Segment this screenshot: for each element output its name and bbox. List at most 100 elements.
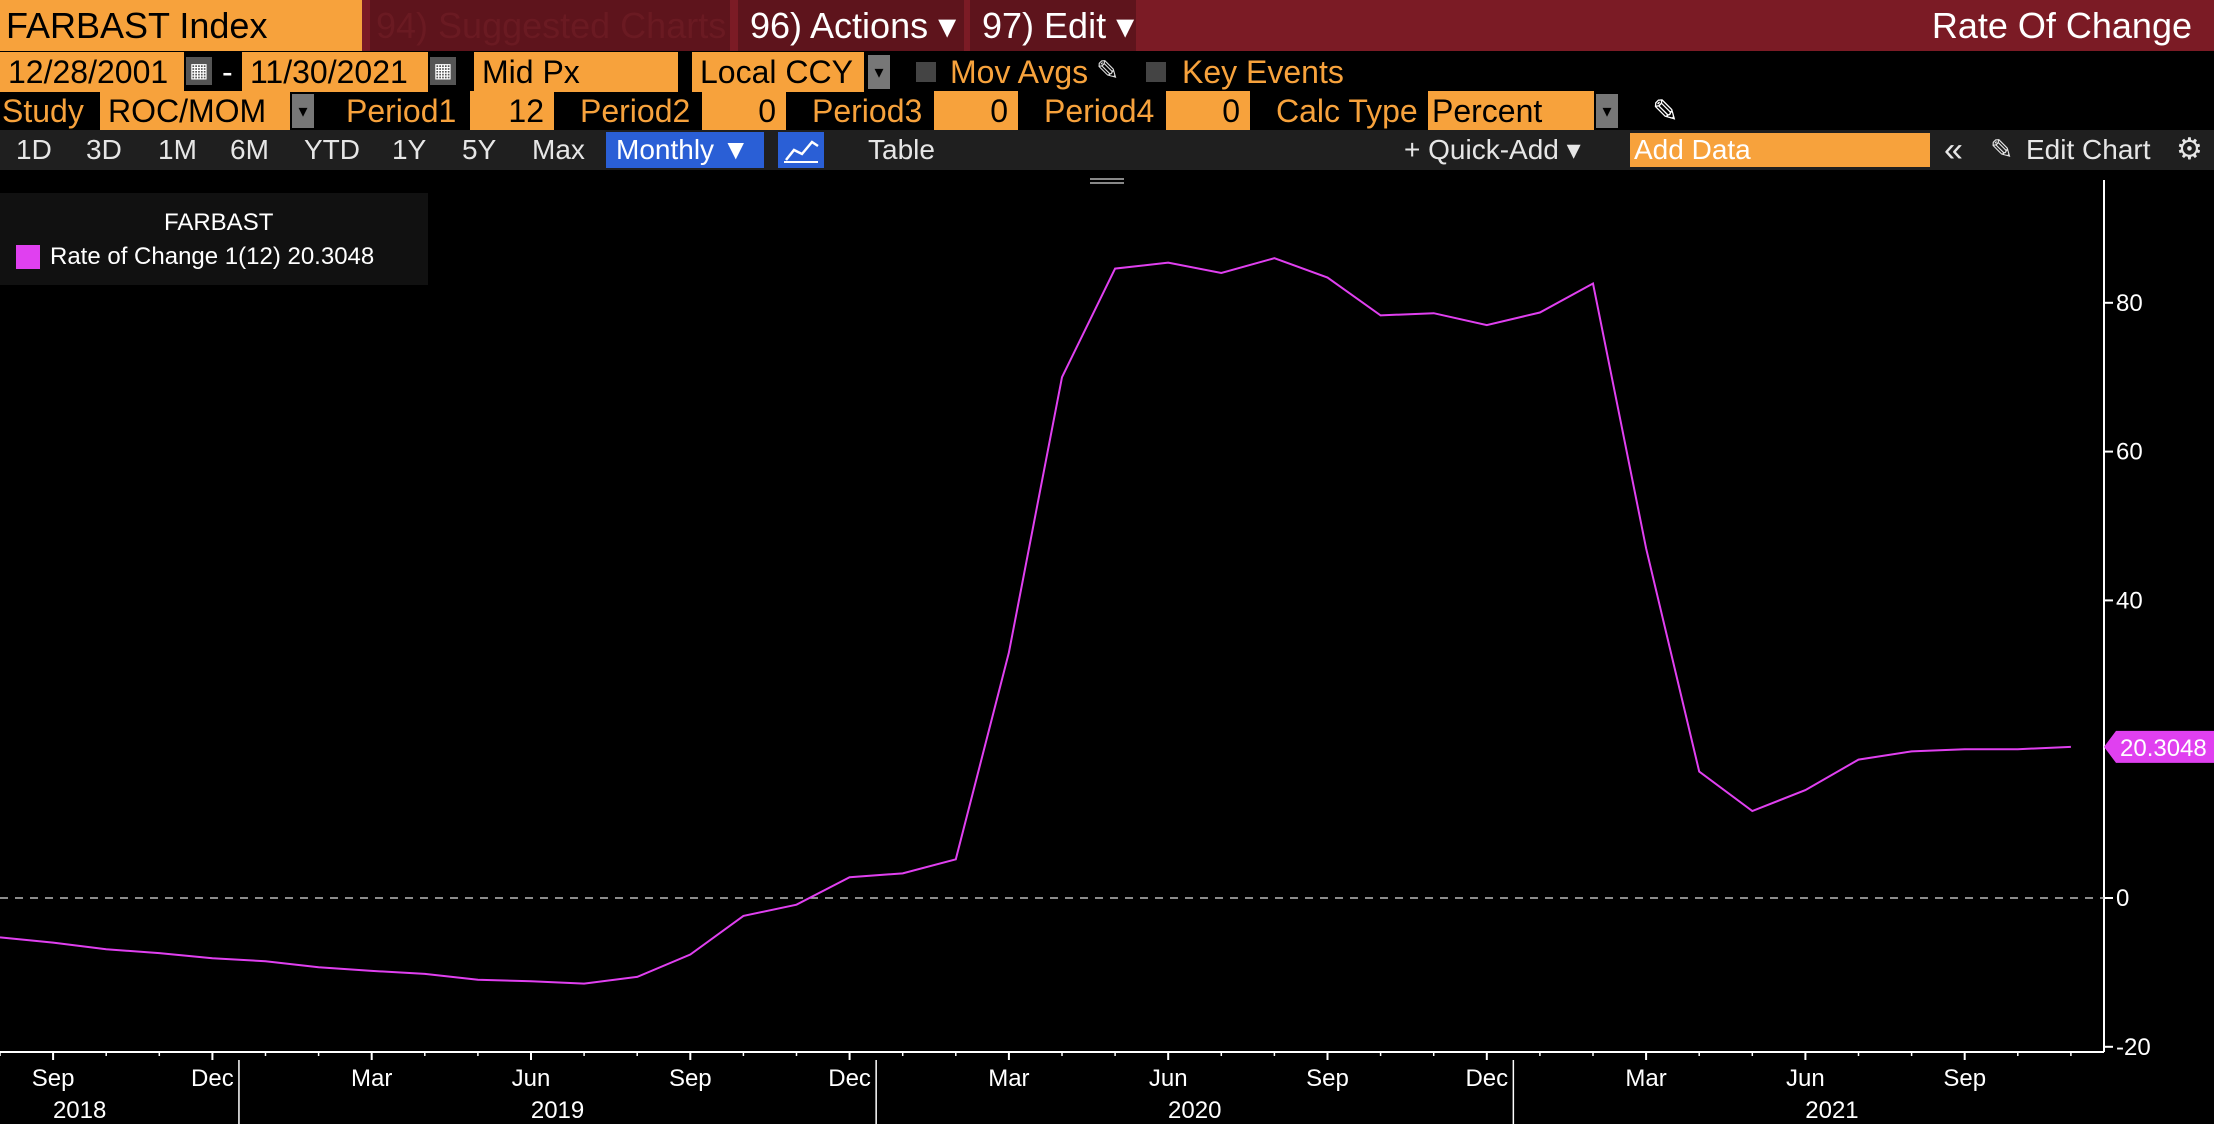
legend-swatch [16, 245, 40, 269]
data-point [741, 914, 745, 918]
pencil-icon[interactable]: ✎ [1990, 134, 2014, 165]
data-point [2069, 745, 2073, 749]
chevron-down-icon[interactable]: ▾ [1596, 94, 1618, 128]
data-point [582, 982, 586, 986]
range-max-button[interactable]: Max [532, 134, 585, 165]
data-point [0, 935, 2, 939]
period1-input[interactable]: 12 [470, 91, 554, 131]
collapse-icon[interactable]: « [1944, 131, 1963, 169]
range-1m-button[interactable]: 1M [158, 134, 197, 165]
data-point [370, 969, 374, 973]
x-tick-label: Jun [512, 1065, 551, 1092]
data-point [2016, 747, 2020, 751]
chevron-down-icon[interactable]: ▾ [292, 94, 314, 128]
key-events-checkbox[interactable] [1146, 62, 1166, 82]
x-year-label: 2019 [531, 1097, 584, 1124]
last-value-label: 20.3048 [2104, 730, 2214, 763]
legend-title: FARBAST [164, 209, 274, 236]
range-5y-button[interactable]: 5Y [462, 134, 497, 165]
edit-menu[interactable]: 97) Edit ▾ [970, 0, 1136, 51]
start-date-field[interactable]: 12/28/2001 [0, 52, 184, 92]
range-ytd-button[interactable]: YTD [304, 134, 360, 165]
study-select[interactable]: ROC/MOM [100, 91, 290, 131]
pencil-icon[interactable]: ✎ [1652, 93, 1679, 129]
data-point [51, 941, 55, 945]
top-toolbar: FARBAST Index 94) Suggested Charts 96) A… [0, 0, 2214, 51]
y-tick-label: -20 [2116, 1034, 2151, 1061]
add-data-input[interactable]: Add Data [1630, 133, 1930, 167]
actions-menu[interactable]: 96) Actions ▾ [738, 0, 964, 51]
period2-input[interactable]: 0 [702, 91, 786, 131]
x-year-label: 2020 [1168, 1097, 1221, 1124]
calc-type-select[interactable]: Percent [1428, 91, 1594, 131]
period3-label: Period3 [812, 93, 923, 129]
data-point [954, 857, 958, 861]
chart-legend: FARBAST Rate of Change 1(12) 20.3048 [0, 193, 428, 285]
data-point [1007, 650, 1011, 654]
range-1y-button[interactable]: 1Y [392, 134, 427, 165]
gear-icon[interactable]: ⚙ [2176, 133, 2203, 166]
data-point [1166, 261, 1170, 265]
pane-splitter-handle[interactable] [1090, 178, 1124, 184]
last-value-tag [2104, 730, 2214, 763]
data-point [1963, 747, 1967, 751]
data-point [688, 953, 692, 957]
table-button[interactable]: Table [868, 134, 935, 165]
data-point [423, 972, 427, 976]
frequency-select[interactable]: Monthly ▼ [606, 132, 764, 168]
data-point [317, 965, 321, 969]
mov-avgs-checkbox[interactable] [916, 62, 936, 82]
chevron-down-icon[interactable]: ▾ [868, 55, 890, 89]
data-point [1432, 311, 1436, 315]
x-tick-label: Jun [1786, 1065, 1825, 1092]
data-point [104, 947, 108, 951]
x-ticks: Sep Dec Mar Jun Sep Dec Mar Jun Sep Dec Mar Jun Sep 2… [0, 1052, 2072, 1124]
data-point [901, 871, 905, 875]
series-points [0, 256, 2073, 985]
x-tick-label: Mar [1625, 1065, 1666, 1092]
legend-series-label[interactable]: Rate of Change 1(12) 20.3048 [50, 243, 375, 270]
pencil-icon[interactable]: ✎ [1096, 55, 1120, 86]
data-point [1379, 313, 1383, 317]
range-3d-button[interactable]: 3D [86, 134, 122, 165]
calc-type-label: Calc Type [1276, 93, 1418, 129]
price-field-select[interactable]: Mid Px [474, 52, 678, 92]
period4-input[interactable]: 0 [1166, 91, 1250, 131]
data-point [635, 975, 639, 979]
period3-input[interactable]: 0 [934, 91, 1018, 131]
currency-select[interactable]: Local CCY [692, 52, 864, 92]
quick-add-button[interactable]: + Quick-Add ▾ [1404, 134, 1581, 165]
ticker-field[interactable]: FARBAST Index [0, 0, 362, 51]
x-tick-label: Sep [1306, 1065, 1349, 1092]
data-point [529, 979, 533, 983]
data-point [264, 959, 268, 963]
x-year-label: 2021 [1805, 1097, 1858, 1124]
suggested-charts-button[interactable]: 94) Suggested Charts [370, 0, 730, 51]
y-tick-label: 40 [2116, 587, 2143, 614]
data-point [476, 978, 480, 982]
x-tick-label: Dec [1465, 1065, 1508, 1092]
data-point [1538, 310, 1542, 314]
line-chart-icon[interactable] [778, 132, 824, 168]
range-1d-button[interactable]: 1D [16, 134, 52, 165]
data-point [1060, 375, 1064, 379]
period4-label: Period4 [1044, 93, 1155, 129]
data-point [1113, 267, 1117, 271]
data-point [1485, 323, 1489, 327]
data-point [157, 951, 161, 955]
range-bar: 1D 3D 1M 6M YTD 1Y 5Y Max Monthly ▼ Tabl… [0, 130, 2214, 170]
range-6m-button[interactable]: 6M [230, 134, 269, 165]
data-point [1750, 809, 1754, 813]
y-tick-label: 0 [2116, 885, 2129, 912]
data-point [1697, 770, 1701, 774]
data-point [1910, 749, 1914, 753]
end-date-field[interactable]: 11/30/2021 [242, 52, 428, 92]
calendar-icon[interactable]: ▦ [430, 57, 456, 85]
y-tick-label: 80 [2116, 290, 2143, 317]
data-point [1644, 546, 1648, 550]
calendar-icon[interactable]: ▦ [186, 57, 212, 85]
edit-chart-button[interactable]: Edit Chart [2026, 134, 2151, 165]
x-tick-label: Sep [32, 1065, 75, 1092]
data-point [210, 956, 214, 960]
